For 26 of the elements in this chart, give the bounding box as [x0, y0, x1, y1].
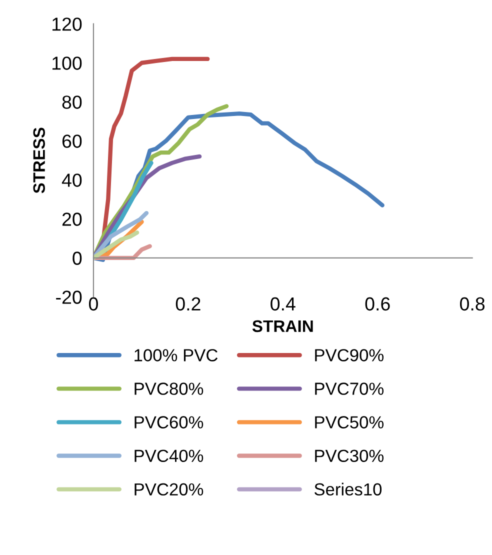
x-tick-label: 0.2 [176, 297, 200, 311]
legend-label: PVC20% [134, 483, 204, 496]
legend-label: PVC70% [315, 382, 384, 395]
y-tick-label: 0 [72, 252, 82, 265]
legend-label: PVC90% [315, 349, 384, 362]
y-tick-label: 40 [62, 174, 82, 187]
y-tick-label: 60 [62, 134, 82, 148]
x-tick-label: 0.6 [365, 297, 390, 311]
legend-label: PVC80% [134, 382, 204, 395]
y-tick-label: 100 [52, 56, 82, 70]
y-tick-label: 20 [62, 212, 82, 226]
x-tick-label: 0.8 [460, 297, 485, 311]
x-tick-label: 0.4 [270, 297, 296, 311]
legend-label: PVC40% [134, 450, 204, 462]
y-tick-label: 120 [52, 18, 82, 31]
y-tick-label: -20 [56, 290, 82, 304]
legend-label: Series10 [314, 482, 382, 496]
x-axis-title: STRAIN [252, 320, 313, 332]
legend-label: PVC60% [134, 416, 204, 428]
legend-label: PVC50% [315, 416, 384, 428]
line-series [93, 230, 140, 260]
y-tick-label: 80 [62, 96, 82, 109]
y-axis-title: STRESS [33, 128, 46, 194]
legend-label: PVC30% [315, 450, 384, 462]
x-tick-label: 0 [89, 297, 98, 311]
legend-label: 100% PVC [134, 349, 218, 362]
